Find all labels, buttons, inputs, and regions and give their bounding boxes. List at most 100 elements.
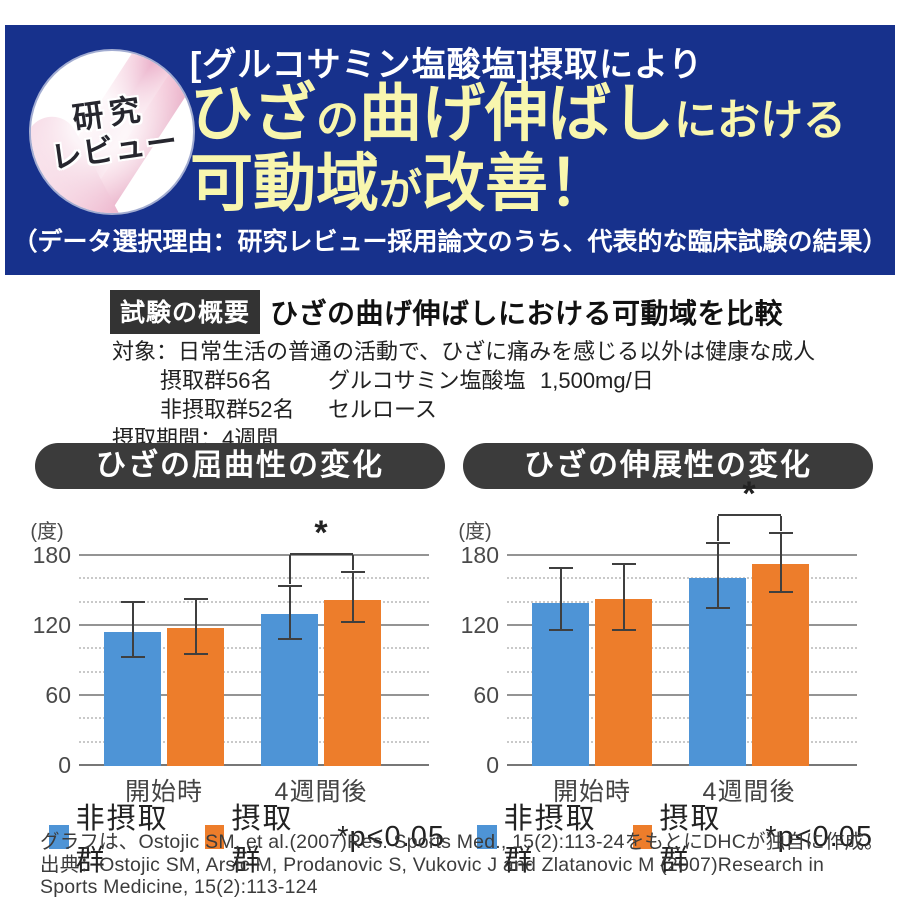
chart-extension-plot: 0 60 120 180 (度) 開始時 4週間後 * — [458, 475, 857, 806]
control-group-size: 非摂取群52名 — [160, 397, 295, 422]
error-bar — [183, 597, 208, 656]
control-substance: セルロース — [328, 397, 437, 422]
minor-gridline — [507, 670, 857, 673]
overview-title: ひざの曲げ伸ばしにおける可動域を比較 — [270, 298, 784, 329]
major-gridline — [507, 694, 857, 696]
title-particle: における — [674, 97, 846, 145]
significance-marker: * — [314, 513, 328, 552]
legend-item: 非摂取群 — [477, 795, 605, 879]
minor-gridline — [507, 577, 857, 580]
error-bar — [611, 562, 636, 631]
source-citation: グラフは、Ostojic SM, et al.(2007)Res. Sports… — [40, 831, 884, 899]
legend-label: 非摂取群 — [503, 803, 597, 877]
x-category-label: 開始時 — [552, 778, 631, 806]
study-details: 対象：日常生活の普通の活動で、ひざに痛みを感じる以外は健康な成人 摂取群56名 グ… — [112, 337, 815, 453]
legend-swatch — [477, 825, 497, 849]
significance-bracket-leg — [351, 554, 354, 570]
y-tick-label: 120 — [460, 612, 499, 638]
legend-label: 摂取群 — [659, 803, 722, 877]
p-value-note: *p<0.05 — [765, 820, 873, 853]
significance-bracket-leg — [716, 516, 719, 541]
error-bar — [277, 584, 302, 640]
error-bar — [548, 567, 573, 631]
y-tick-label: 180 — [460, 542, 499, 568]
x-category-label: 4週間後 — [274, 778, 368, 806]
error-bar — [120, 601, 145, 658]
badge-line2: レビュー — [48, 123, 181, 176]
y-tick-label: 120 — [32, 612, 71, 638]
y-tick-label: 60 — [473, 682, 499, 708]
major-gridline — [79, 694, 429, 696]
y-tick-label: 0 — [486, 752, 499, 778]
title-word: 曲げ伸ばし — [359, 79, 674, 149]
significance-bracket-leg — [779, 516, 782, 532]
y-axis-unit-label: (度) — [30, 521, 64, 543]
chart-extension-panel: ひざの伸展性の変化 0 60 120 180 (度) 開始時 4週間後 * 非摂取群 摂取群 *p… — [458, 443, 873, 877]
intake-group-size: 摂取群56名 — [160, 368, 273, 393]
legend-swatch — [632, 825, 653, 849]
overview-tag: 試験の概要 — [110, 290, 261, 334]
significance-bracket-leg — [288, 554, 291, 584]
title-word: 可動域 — [190, 149, 379, 219]
minor-gridline — [79, 740, 429, 743]
chart-flexion-legend: 非摂取群 摂取群 *p<0.05 — [35, 795, 445, 879]
legend-item: 非摂取群 — [49, 795, 177, 879]
header-banner: 研究 レビュー [グルコサミン塩酸塩]摂取により ひざの曲げ伸ばしにおける 可動… — [5, 25, 895, 275]
legend-label: 非摂取群 — [75, 803, 169, 877]
title-word: ひざ — [190, 79, 316, 149]
legend-label: 摂取群 — [231, 803, 294, 877]
chart-flexion-plot: 0 60 120 180 (度) 開始時 4週間後 * — [30, 514, 429, 806]
detail-subject-text: 日常生活の普通の活動で、ひざに痛みを感じる以外は健康な成人 — [178, 339, 816, 364]
y-tick-label: 0 — [58, 752, 71, 778]
major-gridline — [79, 624, 429, 626]
error-bar — [768, 532, 793, 594]
minor-gridline — [507, 647, 857, 650]
significance-bracket — [717, 514, 781, 517]
detail-subject-label: 対象： — [112, 339, 179, 364]
chart-extension-legend: 非摂取群 摂取群 *p<0.05 — [463, 795, 873, 879]
minor-gridline — [79, 647, 429, 650]
study-overview: 試験の概要 ひざの曲げ伸ばしにおける可動域を比較 — [110, 290, 783, 334]
bar-intake — [752, 564, 809, 766]
minor-gridline — [79, 600, 429, 603]
major-gridline — [79, 764, 429, 766]
x-category-label: 4週間後 — [702, 778, 796, 806]
minor-gridline — [507, 600, 857, 603]
legend-item: 摂取群 — [204, 795, 307, 879]
major-gridline — [507, 554, 857, 556]
minor-gridline — [79, 670, 429, 673]
badge-text: 研究 レビュー — [31, 51, 193, 213]
minor-gridline — [507, 717, 857, 720]
detail-intake-group: 摂取群56名 グルコサミン塩酸塩 1,500mg/日 — [112, 366, 815, 395]
p-value-note: *p<0.05 — [337, 820, 445, 853]
chart-extension-title: ひざの伸展性の変化 — [463, 443, 873, 489]
significance-bracket — [289, 552, 353, 555]
y-tick-label: 60 — [45, 682, 71, 708]
x-category-label: 開始時 — [124, 778, 203, 806]
title-particle: の — [316, 97, 359, 145]
header-subtitle: [グルコサミン塩酸塩]摂取により — [190, 46, 704, 84]
intake-dose: 1,500mg/日 — [540, 368, 654, 393]
major-gridline — [507, 624, 857, 626]
title-word: 改善！ — [422, 149, 611, 219]
minor-gridline — [507, 740, 857, 743]
detail-control-group: 非摂取群52名 セルロース — [112, 395, 815, 424]
research-review-badge: 研究 レビュー — [31, 51, 193, 213]
citation-line1: グラフは、Ostojic SM, et al.(2007)Res. Sports… — [40, 831, 884, 853]
chart-flexion-title: ひざの屈曲性の変化 — [35, 443, 445, 489]
bar-control — [689, 578, 746, 766]
bar-intake — [324, 600, 381, 766]
error-bar — [340, 570, 365, 623]
header-title-line2: 可動域が改善！ — [190, 153, 611, 216]
header-title-line1: ひざの曲げ伸ばしにおける — [190, 83, 846, 146]
significance-marker: * — [742, 475, 756, 514]
citation-line2: 出典：Ostojic SM, Arsic M, Prodanovic S, Vu… — [40, 853, 825, 876]
y-tick-label: 180 — [32, 542, 71, 568]
title-particle: が — [379, 167, 422, 215]
major-gridline — [507, 764, 857, 766]
legend-swatch — [204, 825, 225, 849]
chart-flexion-panel: ひざの屈曲性の変化 0 60 120 180 (度) 開始時 4週間後 * 非摂取群 摂取群 *p… — [30, 443, 445, 877]
data-selection-note: （データ選択理由：研究レビュー採用論文のうち、代表的な臨床試験の結果） — [12, 228, 888, 256]
detail-subject: 対象：日常生活の普通の活動で、ひざに痛みを感じる以外は健康な成人 — [112, 337, 815, 366]
